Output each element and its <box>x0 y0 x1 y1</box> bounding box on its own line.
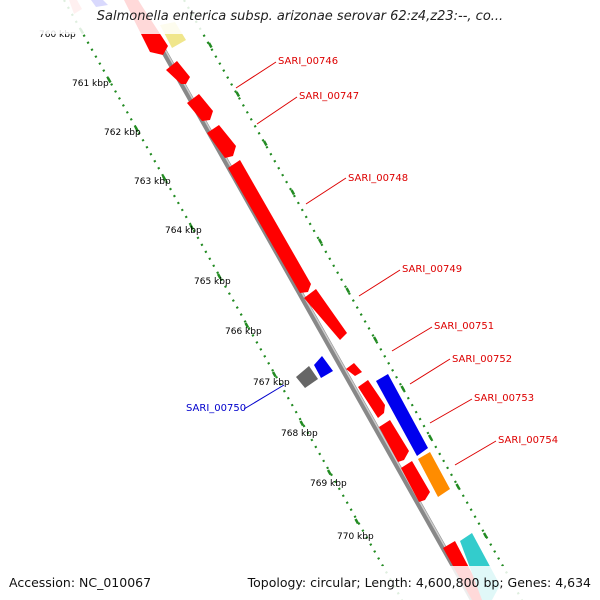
gene-label-sari-00749[interactable]: SARI_00749 <box>402 264 462 275</box>
gene-label-sari-00752[interactable]: SARI_00752 <box>452 354 512 365</box>
tick-label-768: 768 kbp <box>281 429 318 439</box>
tick-labels: 760 kbp 761 kbp 762 kbp 763 kbp 764 kbp … <box>39 30 374 542</box>
gene-label-sari-00750[interactable]: SARI_00750 <box>186 403 246 414</box>
tick-label-760: 760 kbp <box>39 30 76 40</box>
gene-label-sari-00753[interactable]: SARI_00753 <box>474 393 534 404</box>
gene-labels: SARI_00746 SARI_00747 SARI_00748 SARI_00… <box>186 56 558 446</box>
tick-label-763: 763 kbp <box>134 177 171 187</box>
cds-feature-sari-00754[interactable] <box>418 452 450 497</box>
gene-label-sari-00746[interactable]: SARI_00746 <box>278 56 338 67</box>
cds-feature-sari-00746[interactable] <box>166 61 190 84</box>
tick-label-765: 765 kbp <box>194 277 231 287</box>
genome-summary-text: Topology: circular; Length: 4,600,800 bp… <box>247 575 591 590</box>
cds-feature-sari-00753b[interactable] <box>379 420 409 462</box>
accession-text: Accession: NC_010067 <box>9 575 152 590</box>
backbone-track <box>132 0 476 600</box>
gene-label-sari-00748[interactable]: SARI_00748 <box>348 173 408 184</box>
cds-feature-sari-00747[interactable] <box>187 94 213 121</box>
cds-feature-sari-00748a[interactable] <box>207 125 236 158</box>
tick-label-761: 761 kbp <box>72 79 109 89</box>
cds-feature-sari-00750[interactable] <box>314 356 333 378</box>
cds-feature-gray[interactable] <box>296 366 318 388</box>
cds-feature-sari-00749[interactable] <box>304 289 347 340</box>
tick-label-762: 762 kbp <box>104 128 141 138</box>
cds-feature-sari-00752[interactable] <box>358 380 385 418</box>
outer-major-ticks <box>207 42 488 539</box>
tick-label-769: 769 kbp <box>310 479 347 489</box>
cds-feature-sari-00748[interactable] <box>228 160 311 293</box>
tick-label-767: 767 kbp <box>253 378 290 388</box>
forward-strand-features[interactable] <box>69 0 500 600</box>
cds-feature-sari-00753[interactable] <box>376 374 428 456</box>
reverse-strand-features[interactable] <box>296 356 333 388</box>
map-footer: Accession: NC_010067 Topology: circular;… <box>0 566 600 600</box>
gene-label-sari-00747[interactable]: SARI_00747 <box>299 91 359 102</box>
map-title: Salmonella enterica subsp. arizonae sero… <box>0 0 600 34</box>
gene-label-connectors <box>235 61 497 466</box>
tick-label-764: 764 kbp <box>165 226 202 236</box>
cds-feature-sari-00751[interactable] <box>346 363 362 376</box>
gene-label-sari-00751[interactable]: SARI_00751 <box>434 321 494 332</box>
outer-tick-ring <box>183 0 523 600</box>
tick-label-770: 770 kbp <box>337 532 374 542</box>
tick-label-766: 766 kbp <box>225 327 262 337</box>
cds-feature-sari-00754b[interactable] <box>401 461 430 502</box>
inner-tick-ring <box>63 0 403 600</box>
gene-label-sari-00754[interactable]: SARI_00754 <box>498 435 558 446</box>
